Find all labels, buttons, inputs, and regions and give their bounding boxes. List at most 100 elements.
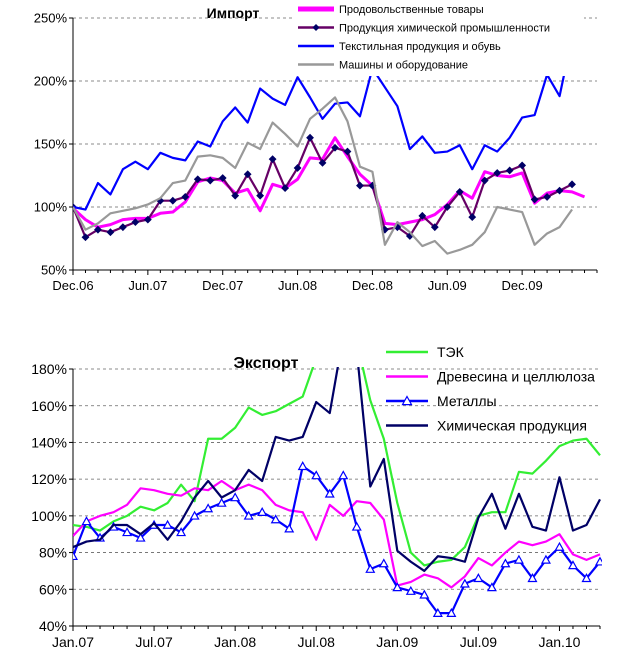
series-4 <box>73 96 573 255</box>
data-point-diamond <box>430 223 439 232</box>
data-point-triangle <box>243 510 254 520</box>
series-line <box>73 36 574 211</box>
data-point-diamond <box>543 193 552 201</box>
legend-label: Машины и оборудование <box>339 59 468 71</box>
data-point-diamond <box>81 233 90 242</box>
data-point-triangle <box>189 510 200 520</box>
series-1 <box>73 367 601 567</box>
data-point-triangle <box>311 470 322 480</box>
data-point-diamond <box>131 218 140 227</box>
series-line <box>73 465 601 615</box>
data-point-triangle <box>284 523 295 533</box>
data-point-diamond <box>243 170 252 179</box>
x-tick-label: Jul.07 <box>135 634 173 650</box>
series-line <box>73 136 586 229</box>
legend-box <box>294 0 584 76</box>
data-point-triangle <box>513 554 524 564</box>
chart-title: Импорт <box>207 5 260 21</box>
data-point-diamond <box>530 195 539 204</box>
y-tick-label: 160% <box>31 398 67 414</box>
series-line <box>73 479 601 589</box>
data-point-triangle <box>216 497 227 507</box>
data-point-triangle <box>405 585 416 595</box>
chart-title: Экспорт <box>234 355 299 372</box>
series-4 <box>73 367 601 573</box>
data-point-diamond <box>443 203 452 211</box>
data-point-triangle <box>594 556 602 566</box>
legend-marker-triangle <box>401 395 413 406</box>
y-tick-label: 80% <box>39 545 67 561</box>
x-tick-label: Jan.09 <box>376 634 418 650</box>
x-tick-label: Jul.09 <box>460 634 498 650</box>
data-point-triangle <box>176 527 187 537</box>
data-point-diamond <box>218 174 227 182</box>
y-tick-label: 250% <box>34 11 68 26</box>
data-point-triangle <box>81 516 92 526</box>
x-tick-label: Jan.07 <box>52 634 94 650</box>
data-point-diamond <box>268 155 277 164</box>
y-tick-label: 50% <box>41 263 67 278</box>
x-tick-label: Jan.08 <box>214 634 256 650</box>
data-point-triangle <box>270 514 281 524</box>
data-point-triangle <box>230 492 241 502</box>
data-point-diamond <box>343 147 352 156</box>
series-2 <box>73 479 601 589</box>
x-tick-label: Jun.07 <box>128 278 167 293</box>
data-point-triangle <box>135 532 146 542</box>
data-point-diamond <box>555 186 564 195</box>
data-point-triangle <box>297 461 308 471</box>
data-point-diamond <box>94 225 102 234</box>
data-point-triangle <box>338 470 349 480</box>
data-point-triangle <box>203 503 214 513</box>
data-point-triangle <box>459 578 470 588</box>
y-tick-label: 40% <box>39 618 67 634</box>
y-tick-label: 100% <box>31 508 67 524</box>
data-point-diamond <box>256 191 265 200</box>
data-point-triangle <box>554 541 565 551</box>
data-point-triangle <box>473 573 484 583</box>
data-point-diamond <box>493 169 502 177</box>
data-point-diamond <box>231 191 240 200</box>
data-point-triangle <box>162 519 173 529</box>
x-tick-label: Dec.08 <box>352 278 393 293</box>
data-point-diamond <box>318 158 327 167</box>
legend-marker-diamond <box>312 24 320 31</box>
series-1 <box>73 136 586 229</box>
data-point-triangle <box>365 563 376 573</box>
series-line <box>73 367 601 573</box>
data-point-triangle <box>122 527 133 537</box>
data-point-diamond <box>418 211 427 220</box>
y-tick-label: 140% <box>31 434 67 450</box>
data-point-triangle <box>432 607 443 617</box>
data-point-triangle <box>486 582 497 592</box>
x-tick-label: Dec.06 <box>52 278 93 293</box>
x-tick-label: Dec.07 <box>202 278 243 293</box>
legend-label: ТЭК <box>437 344 465 360</box>
legend-label: Продовольственные товары <box>339 4 484 16</box>
y-tick-label: 100% <box>34 200 68 215</box>
data-point-triangle <box>73 551 79 561</box>
x-tick-label: Jun.08 <box>278 278 317 293</box>
data-point-triangle <box>257 506 268 516</box>
data-point-diamond <box>568 180 576 189</box>
data-point-triangle <box>500 558 511 568</box>
data-point-triangle <box>392 582 403 592</box>
legend-label: Металлы <box>437 393 497 409</box>
data-point-diamond <box>356 181 364 190</box>
x-tick-label: Jan.10 <box>538 634 580 650</box>
data-point-diamond <box>455 187 464 196</box>
series-line <box>73 367 601 567</box>
data-point-triangle <box>324 488 335 498</box>
data-point-diamond <box>518 161 527 170</box>
legend-label: Продукция химической промышленности <box>339 22 550 34</box>
data-point-diamond <box>505 166 514 175</box>
data-point-diamond <box>468 213 477 221</box>
data-point-diamond <box>480 176 489 185</box>
legend-label: Текстильная продукция и обувь <box>339 41 501 53</box>
data-point-diamond <box>143 215 152 224</box>
data-point-diamond <box>106 228 115 237</box>
y-tick-label: 180% <box>31 361 67 377</box>
data-point-diamond <box>118 223 127 232</box>
data-point-triangle <box>378 558 389 568</box>
